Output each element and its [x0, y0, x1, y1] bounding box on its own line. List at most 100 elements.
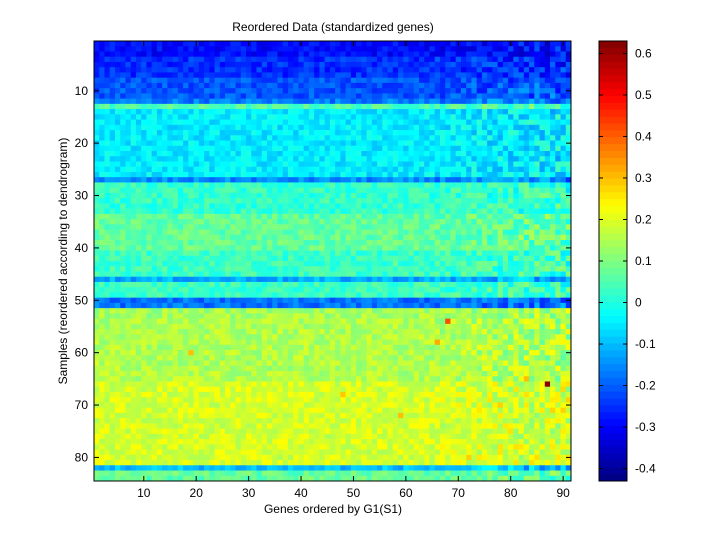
heatmap-cell	[219, 198, 226, 204]
heatmap-cell	[135, 41, 142, 47]
heatmap-cell	[445, 245, 451, 251]
heatmap-cell	[513, 77, 519, 84]
heatmap-cell	[371, 140, 378, 147]
heatmap-cell	[361, 61, 367, 68]
heatmap-cell	[544, 308, 551, 314]
heatmap-cell	[183, 297, 189, 304]
heatmap-cell	[251, 261, 257, 267]
heatmap-cell	[555, 41, 561, 47]
heatmap-cell	[256, 109, 263, 115]
heatmap-cell	[335, 156, 341, 162]
heatmap-cell	[109, 266, 116, 272]
heatmap-cell	[162, 98, 168, 105]
heatmap-cell	[471, 98, 478, 105]
heatmap-cell	[167, 46, 174, 52]
heatmap-cell	[560, 177, 567, 183]
heatmap-cell	[177, 208, 184, 215]
heatmap-cell	[135, 161, 142, 168]
heatmap-cell	[518, 287, 525, 293]
heatmap-cell	[377, 208, 383, 215]
heatmap-cell	[502, 302, 509, 309]
heatmap-cell	[335, 203, 341, 210]
heatmap-cell	[104, 187, 111, 194]
heatmap-cell	[408, 281, 415, 288]
heatmap-cell	[387, 266, 394, 272]
heatmap-cell	[518, 114, 525, 120]
heatmap-cell	[345, 140, 352, 147]
heatmap-cell	[418, 119, 425, 126]
heatmap-cell	[565, 287, 572, 293]
heatmap-cell	[256, 323, 263, 330]
heatmap-cell	[94, 156, 100, 162]
heatmap-cell	[293, 98, 299, 105]
heatmap-cell	[214, 56, 221, 63]
heatmap-cell	[308, 219, 315, 225]
heatmap-cell	[130, 250, 137, 257]
heatmap-cell	[445, 119, 451, 126]
heatmap-cell	[487, 276, 493, 283]
heatmap-cell	[151, 114, 158, 120]
heatmap-cell	[94, 135, 100, 141]
heatmap-cell	[214, 98, 221, 105]
heatmap-cell	[424, 77, 430, 84]
heatmap-cell	[251, 77, 257, 84]
heatmap-cell	[120, 240, 126, 246]
heatmap-cell	[508, 135, 514, 141]
heatmap-cell	[246, 219, 252, 225]
heatmap-cell	[392, 250, 399, 257]
heatmap-cell	[418, 67, 425, 73]
heatmap-cell	[560, 219, 567, 225]
heatmap-cell	[434, 287, 441, 293]
heatmap-cell	[539, 281, 546, 288]
heatmap-cell	[120, 41, 126, 47]
heatmap-cell	[177, 41, 184, 47]
heatmap-cell	[550, 166, 556, 173]
heatmap-cell	[550, 161, 556, 168]
heatmap-cell	[104, 292, 111, 299]
heatmap-cell	[518, 46, 525, 52]
heatmap-cell	[172, 250, 179, 257]
heatmap-cell	[193, 255, 200, 262]
heatmap-cell	[466, 119, 472, 126]
heatmap-cell	[335, 292, 341, 299]
heatmap-cell	[560, 171, 567, 178]
heatmap-cell	[502, 276, 509, 283]
heatmap-cell	[256, 114, 263, 120]
heatmap-cell	[366, 271, 373, 278]
heatmap-cell	[272, 203, 278, 210]
heatmap-cell	[544, 140, 551, 147]
heatmap-cell	[319, 114, 326, 120]
heatmap-cell	[235, 308, 242, 314]
heatmap-cell	[366, 292, 373, 299]
heatmap-cell	[219, 109, 226, 115]
heatmap-cell	[298, 103, 305, 110]
heatmap-cell	[429, 281, 436, 288]
heatmap-cell	[251, 271, 257, 278]
heatmap-cell	[377, 297, 383, 304]
heatmap-cell	[282, 219, 289, 225]
heatmap-cell	[429, 266, 436, 272]
heatmap-cell	[560, 51, 567, 58]
heatmap-cell	[303, 41, 310, 47]
heatmap-cell	[523, 213, 530, 220]
heatmap-cell	[466, 77, 472, 84]
heatmap-cell	[487, 313, 493, 320]
heatmap-cell	[319, 130, 326, 136]
heatmap-cell	[481, 261, 488, 267]
heatmap-cell	[476, 103, 483, 110]
heatmap-cell	[523, 61, 530, 68]
heatmap-cell	[167, 255, 174, 262]
heatmap-cell	[188, 203, 194, 210]
heatmap-cell	[439, 114, 446, 120]
heatmap-cell	[466, 266, 472, 272]
heatmap-cell	[261, 313, 268, 320]
heatmap-cell	[366, 140, 373, 147]
heatmap-cell	[555, 145, 561, 152]
heatmap-cell	[335, 313, 341, 320]
heatmap-cell	[450, 119, 457, 126]
heatmap-cell	[282, 281, 289, 288]
heatmap-cell	[156, 219, 163, 225]
heatmap-cell	[225, 88, 231, 94]
heatmap-cell	[183, 245, 189, 251]
heatmap-cell	[293, 203, 299, 210]
